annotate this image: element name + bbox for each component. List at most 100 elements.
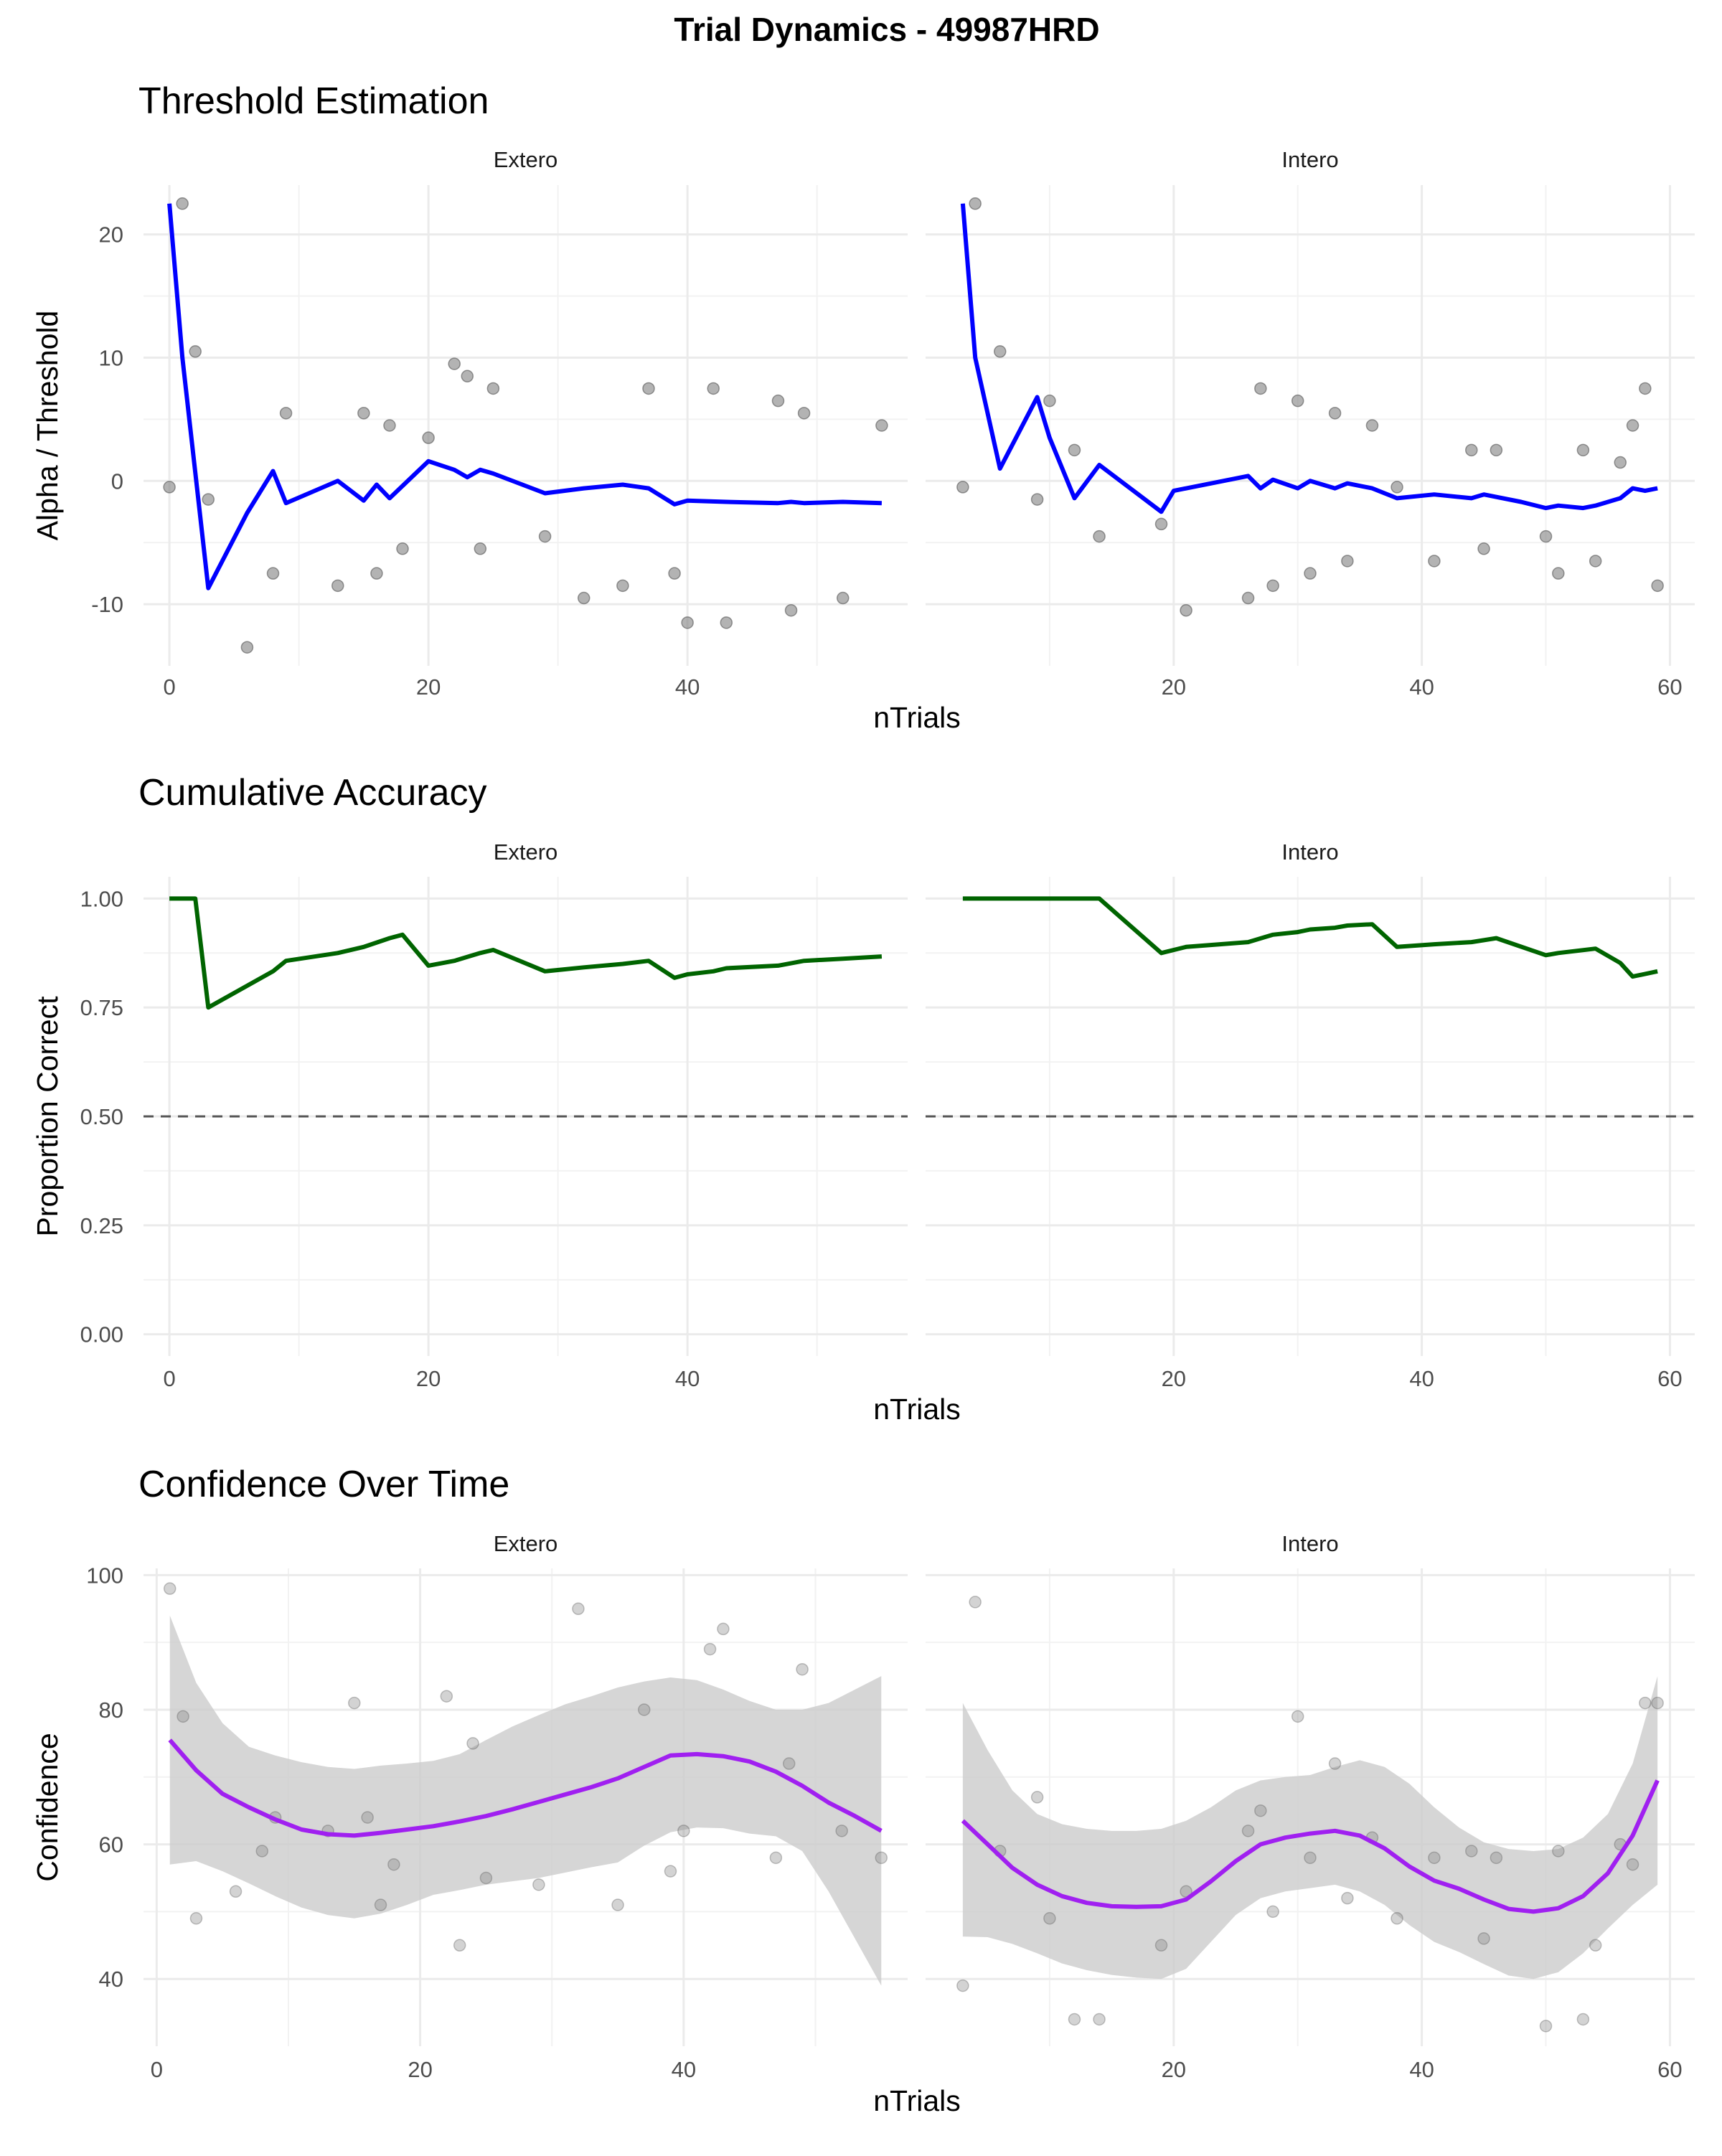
data-point bbox=[1030, 493, 1044, 506]
data-point bbox=[1626, 419, 1639, 432]
data-point bbox=[266, 567, 280, 580]
data-point bbox=[664, 1865, 677, 1878]
x-tick-label: 0 bbox=[163, 1366, 175, 1391]
chart-title: Confidence Over Time bbox=[138, 1464, 509, 1505]
data-point bbox=[1428, 555, 1441, 568]
data-point bbox=[1254, 382, 1267, 395]
data-point bbox=[440, 1690, 453, 1703]
data-point bbox=[782, 1757, 796, 1770]
x-tick-label: 20 bbox=[416, 1366, 441, 1391]
data-point bbox=[703, 1642, 717, 1656]
data-point bbox=[383, 419, 396, 432]
data-point bbox=[1068, 443, 1081, 457]
series-line bbox=[962, 896, 1658, 979]
data-point bbox=[1093, 529, 1106, 543]
data-point bbox=[784, 603, 798, 617]
data-point bbox=[1068, 2013, 1081, 2026]
data-point bbox=[479, 1871, 493, 1885]
facet-label: Extero bbox=[494, 147, 558, 172]
data-point bbox=[956, 481, 969, 494]
data-point bbox=[1477, 542, 1490, 555]
y-tick-label: 80 bbox=[99, 1698, 123, 1723]
data-point bbox=[1241, 1825, 1255, 1837]
y-tick-label: 0.00 bbox=[80, 1322, 123, 1347]
data-point bbox=[1341, 555, 1354, 568]
data-point bbox=[1639, 1696, 1652, 1710]
chart-title: Threshold Estimation bbox=[138, 80, 489, 122]
panel-intero: Intero 20 40 60 bbox=[926, 147, 1695, 700]
data-point bbox=[163, 481, 176, 494]
series-line bbox=[167, 203, 882, 590]
x-tick-label: 20 bbox=[408, 2057, 432, 2082]
facet-label: Intero bbox=[1281, 147, 1338, 172]
data-point bbox=[1093, 2013, 1106, 2026]
x-tick-label: 40 bbox=[1409, 2057, 1434, 2082]
x-axis-label: nTrials bbox=[873, 2084, 961, 2117]
data-point bbox=[611, 1898, 624, 1911]
chart-1: Cumulative Accuracy Proportion Correct nTr… bbox=[31, 772, 1695, 1426]
data-point bbox=[396, 542, 409, 555]
data-point bbox=[474, 542, 487, 555]
y-tick-label: 20 bbox=[99, 222, 123, 248]
data-point bbox=[875, 1851, 888, 1865]
data-point bbox=[448, 357, 461, 370]
data-point bbox=[993, 345, 1007, 358]
data-point bbox=[1539, 2020, 1553, 2033]
data-point bbox=[797, 407, 811, 420]
data-point bbox=[229, 1885, 243, 1898]
data-point bbox=[616, 579, 629, 593]
data-point bbox=[255, 1845, 269, 1858]
data-point bbox=[1180, 603, 1192, 617]
data-point bbox=[796, 1662, 809, 1676]
data-point bbox=[1254, 1804, 1267, 1817]
data-point bbox=[357, 407, 370, 420]
data-point bbox=[1576, 443, 1590, 457]
y-tick-label: 0 bbox=[111, 469, 123, 494]
data-point bbox=[1154, 517, 1168, 531]
x-tick-label: 40 bbox=[675, 1366, 700, 1391]
data-point bbox=[1304, 1851, 1317, 1865]
confidence-band bbox=[962, 1676, 1658, 1980]
data-point bbox=[1428, 1851, 1441, 1865]
data-point bbox=[1589, 1939, 1602, 1952]
y-tick-label: 100 bbox=[86, 1563, 123, 1588]
data-point bbox=[1651, 1696, 1664, 1710]
data-point bbox=[1043, 394, 1056, 408]
plot-area: Threshold Estimation Alpha / Threshold nTr… bbox=[31, 80, 1695, 2117]
data-point bbox=[969, 1596, 982, 1609]
data-point bbox=[969, 197, 982, 210]
y-tick-label: 0.25 bbox=[80, 1213, 123, 1238]
y-axis-label: Proportion Correct bbox=[31, 996, 64, 1237]
data-point bbox=[532, 1878, 545, 1891]
data-point bbox=[1328, 407, 1342, 420]
x-tick-label: 60 bbox=[1657, 1366, 1682, 1391]
x-tick-label: 20 bbox=[1162, 674, 1186, 700]
data-point bbox=[1626, 1858, 1639, 1871]
data-point bbox=[1266, 579, 1279, 593]
data-point bbox=[1490, 443, 1503, 457]
x-tick-label: 20 bbox=[416, 674, 441, 700]
y-tick-label: -10 bbox=[91, 592, 123, 617]
series-line bbox=[169, 896, 883, 1010]
data-point bbox=[642, 382, 655, 395]
data-point bbox=[163, 1582, 177, 1595]
confidence-band bbox=[169, 1615, 882, 1986]
data-point bbox=[374, 1898, 387, 1911]
data-point bbox=[771, 394, 785, 408]
data-point bbox=[466, 1737, 479, 1750]
series-line bbox=[168, 1738, 883, 1838]
data-point bbox=[202, 493, 215, 506]
x-axis-label: nTrials bbox=[873, 1393, 961, 1426]
y-tick-label: 10 bbox=[99, 346, 123, 371]
data-point bbox=[1341, 1891, 1354, 1905]
series-line bbox=[961, 1779, 1660, 1914]
x-tick-label: 20 bbox=[1162, 1366, 1186, 1391]
data-point bbox=[717, 1622, 730, 1636]
data-point bbox=[707, 382, 720, 395]
facet-label: Intero bbox=[1281, 1531, 1338, 1556]
panel-intero: Intero 20 40 60 bbox=[926, 839, 1695, 1391]
data-point bbox=[1030, 1791, 1044, 1804]
data-point bbox=[486, 382, 500, 395]
data-point bbox=[720, 616, 733, 629]
